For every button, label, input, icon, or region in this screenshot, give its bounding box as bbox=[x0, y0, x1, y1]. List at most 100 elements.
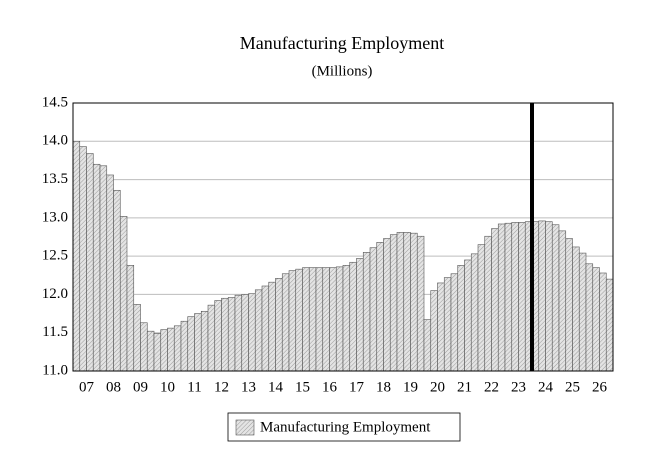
x-tick-label: 13 bbox=[241, 379, 256, 395]
bar bbox=[396, 232, 405, 372]
bar bbox=[403, 232, 411, 372]
bar bbox=[504, 222, 513, 372]
legend-label: Manufacturing Employment bbox=[260, 419, 431, 435]
bar bbox=[241, 294, 249, 372]
bar bbox=[119, 216, 128, 372]
bar bbox=[194, 313, 202, 372]
bar bbox=[410, 232, 418, 372]
bar bbox=[86, 153, 94, 372]
bar bbox=[416, 235, 425, 372]
x-tick-label: 11 bbox=[187, 379, 201, 395]
y-tick-label: 14.0 bbox=[42, 133, 68, 149]
bar bbox=[268, 281, 276, 372]
bar bbox=[160, 329, 168, 372]
bar bbox=[187, 316, 195, 372]
x-tick-label: 08 bbox=[106, 379, 121, 395]
bar bbox=[308, 267, 317, 372]
bar bbox=[538, 220, 546, 372]
bar bbox=[221, 297, 229, 372]
chart-subtitle: (Millions) bbox=[312, 63, 373, 79]
bar bbox=[79, 146, 87, 372]
x-tick-label: 23 bbox=[511, 379, 526, 395]
bar bbox=[356, 258, 364, 372]
bar bbox=[565, 238, 573, 372]
bar bbox=[605, 278, 614, 372]
bar bbox=[106, 174, 114, 372]
bar bbox=[261, 285, 270, 372]
bar bbox=[464, 259, 472, 372]
bar bbox=[545, 221, 553, 372]
x-tick-label: 10 bbox=[160, 379, 175, 395]
x-tick-label: 25 bbox=[565, 379, 580, 395]
bar bbox=[281, 273, 290, 372]
bar bbox=[207, 304, 216, 372]
bar bbox=[335, 266, 344, 372]
bar bbox=[99, 165, 108, 372]
bar bbox=[248, 293, 256, 372]
x-tick-label: 16 bbox=[322, 379, 338, 395]
bar bbox=[450, 273, 459, 372]
y-tick-label: 13.5 bbox=[42, 171, 68, 187]
legend-box bbox=[227, 412, 461, 442]
bar bbox=[518, 222, 526, 372]
x-tick-label: 17 bbox=[349, 379, 365, 395]
bar bbox=[302, 267, 310, 372]
bar bbox=[369, 247, 378, 372]
bar bbox=[423, 319, 432, 372]
bar bbox=[315, 267, 324, 372]
bar bbox=[288, 270, 297, 372]
bar bbox=[443, 277, 452, 372]
x-tick-label: 07 bbox=[79, 379, 95, 395]
bar bbox=[592, 267, 600, 372]
bar bbox=[214, 300, 222, 372]
bar bbox=[113, 189, 121, 372]
bar bbox=[234, 294, 243, 372]
x-tick-label: 24 bbox=[538, 379, 554, 395]
bar bbox=[578, 252, 587, 372]
bar bbox=[173, 325, 182, 372]
bar bbox=[362, 252, 371, 372]
bar bbox=[167, 327, 175, 372]
bar bbox=[92, 163, 101, 372]
bar bbox=[126, 265, 135, 372]
x-tick-label: 14 bbox=[268, 379, 284, 395]
bar bbox=[153, 333, 162, 372]
x-tick-label: 09 bbox=[133, 379, 148, 395]
bar bbox=[558, 230, 567, 372]
bar bbox=[484, 235, 492, 372]
bar bbox=[585, 263, 594, 372]
bar bbox=[511, 222, 519, 372]
bar bbox=[430, 290, 438, 372]
bar bbox=[146, 330, 155, 372]
bar bbox=[200, 310, 209, 372]
bar bbox=[491, 228, 499, 372]
bar bbox=[72, 140, 81, 372]
bar bbox=[551, 224, 560, 372]
x-tick-label: 20 bbox=[430, 379, 445, 395]
bar bbox=[180, 320, 189, 372]
bar bbox=[376, 242, 384, 372]
y-tick-label: 11.0 bbox=[42, 362, 68, 378]
plot-frame bbox=[72, 102, 614, 372]
y-tick-label: 14.5 bbox=[42, 94, 68, 110]
bar bbox=[497, 223, 506, 372]
y-tick-label: 12.0 bbox=[42, 286, 68, 302]
bar bbox=[295, 268, 303, 372]
bar bbox=[383, 238, 391, 372]
bar bbox=[322, 267, 330, 372]
bar bbox=[329, 267, 337, 372]
x-tick-label: 21 bbox=[457, 379, 472, 395]
y-tick-label: 12.5 bbox=[42, 248, 68, 264]
bar bbox=[599, 272, 607, 372]
bar bbox=[275, 278, 283, 372]
x-tick-label: 26 bbox=[592, 379, 608, 395]
bar bbox=[477, 244, 486, 372]
x-tick-label: 22 bbox=[484, 379, 499, 395]
bar bbox=[342, 265, 351, 372]
bar bbox=[389, 234, 398, 372]
bar bbox=[470, 253, 479, 372]
legend-swatch bbox=[235, 419, 255, 436]
y-tick-label: 11.5 bbox=[42, 324, 68, 340]
bar bbox=[133, 304, 141, 372]
